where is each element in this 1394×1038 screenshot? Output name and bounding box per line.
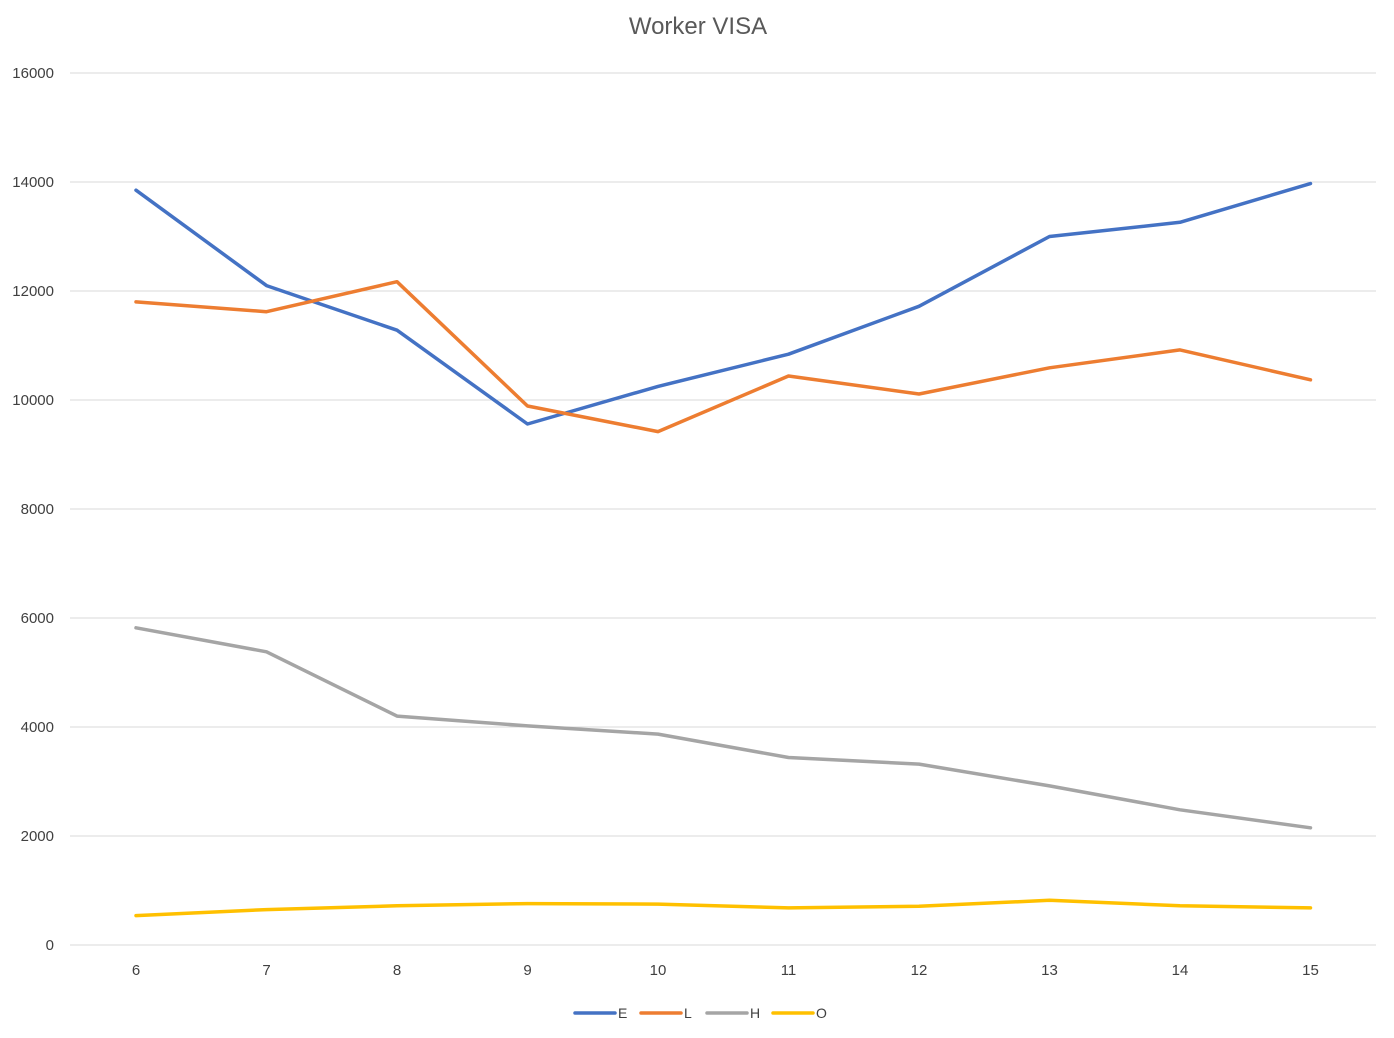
x-tick-label: 8 — [393, 962, 401, 979]
legend-label: H — [750, 1005, 760, 1021]
legend-label: L — [684, 1005, 692, 1021]
x-tick-label: 13 — [1041, 962, 1058, 979]
y-tick-label: 14000 — [12, 174, 54, 191]
y-tick-label: 16000 — [12, 65, 54, 82]
series-line-l — [134, 279, 1313, 434]
x-tick-label: 9 — [523, 962, 531, 979]
y-tick-label: 2000 — [21, 828, 54, 845]
x-tick-label: 11 — [781, 962, 797, 979]
y-tick-label: 8000 — [21, 501, 54, 518]
series-lines — [134, 181, 1313, 918]
y-tick-label: 10000 — [12, 392, 54, 409]
x-tick-label: 12 — [911, 962, 928, 979]
x-tick-label: 15 — [1302, 962, 1319, 979]
x-tick-label: 10 — [650, 962, 667, 979]
legend-item-o: O — [771, 1005, 827, 1021]
x-tick-label: 14 — [1172, 962, 1189, 979]
legend-item-e: E — [573, 1005, 627, 1021]
gridlines — [70, 72, 1376, 946]
x-axis-ticks: 6 7 8 9 10 11 12 13 14 15 — [132, 962, 1319, 979]
series-line-e — [134, 181, 1313, 426]
x-tick-label: 6 — [132, 962, 140, 979]
series-line-h — [134, 626, 1313, 830]
legend-item-l: L — [639, 1005, 692, 1021]
series-line-o — [134, 898, 1313, 918]
y-tick-label: 12000 — [12, 283, 54, 300]
x-tick-label: 7 — [262, 962, 270, 979]
legend-label: E — [618, 1005, 627, 1021]
chart-title: Worker VISA — [629, 13, 767, 40]
y-axis-ticks: 0 2000 4000 6000 8000 10000 12000 14000 16000 — [12, 65, 54, 954]
y-tick-label: 0 — [46, 937, 54, 954]
legend-item-h: H — [705, 1005, 760, 1021]
legend-label: O — [816, 1005, 827, 1021]
y-tick-label: 6000 — [21, 610, 54, 627]
y-tick-label: 4000 — [21, 719, 54, 736]
